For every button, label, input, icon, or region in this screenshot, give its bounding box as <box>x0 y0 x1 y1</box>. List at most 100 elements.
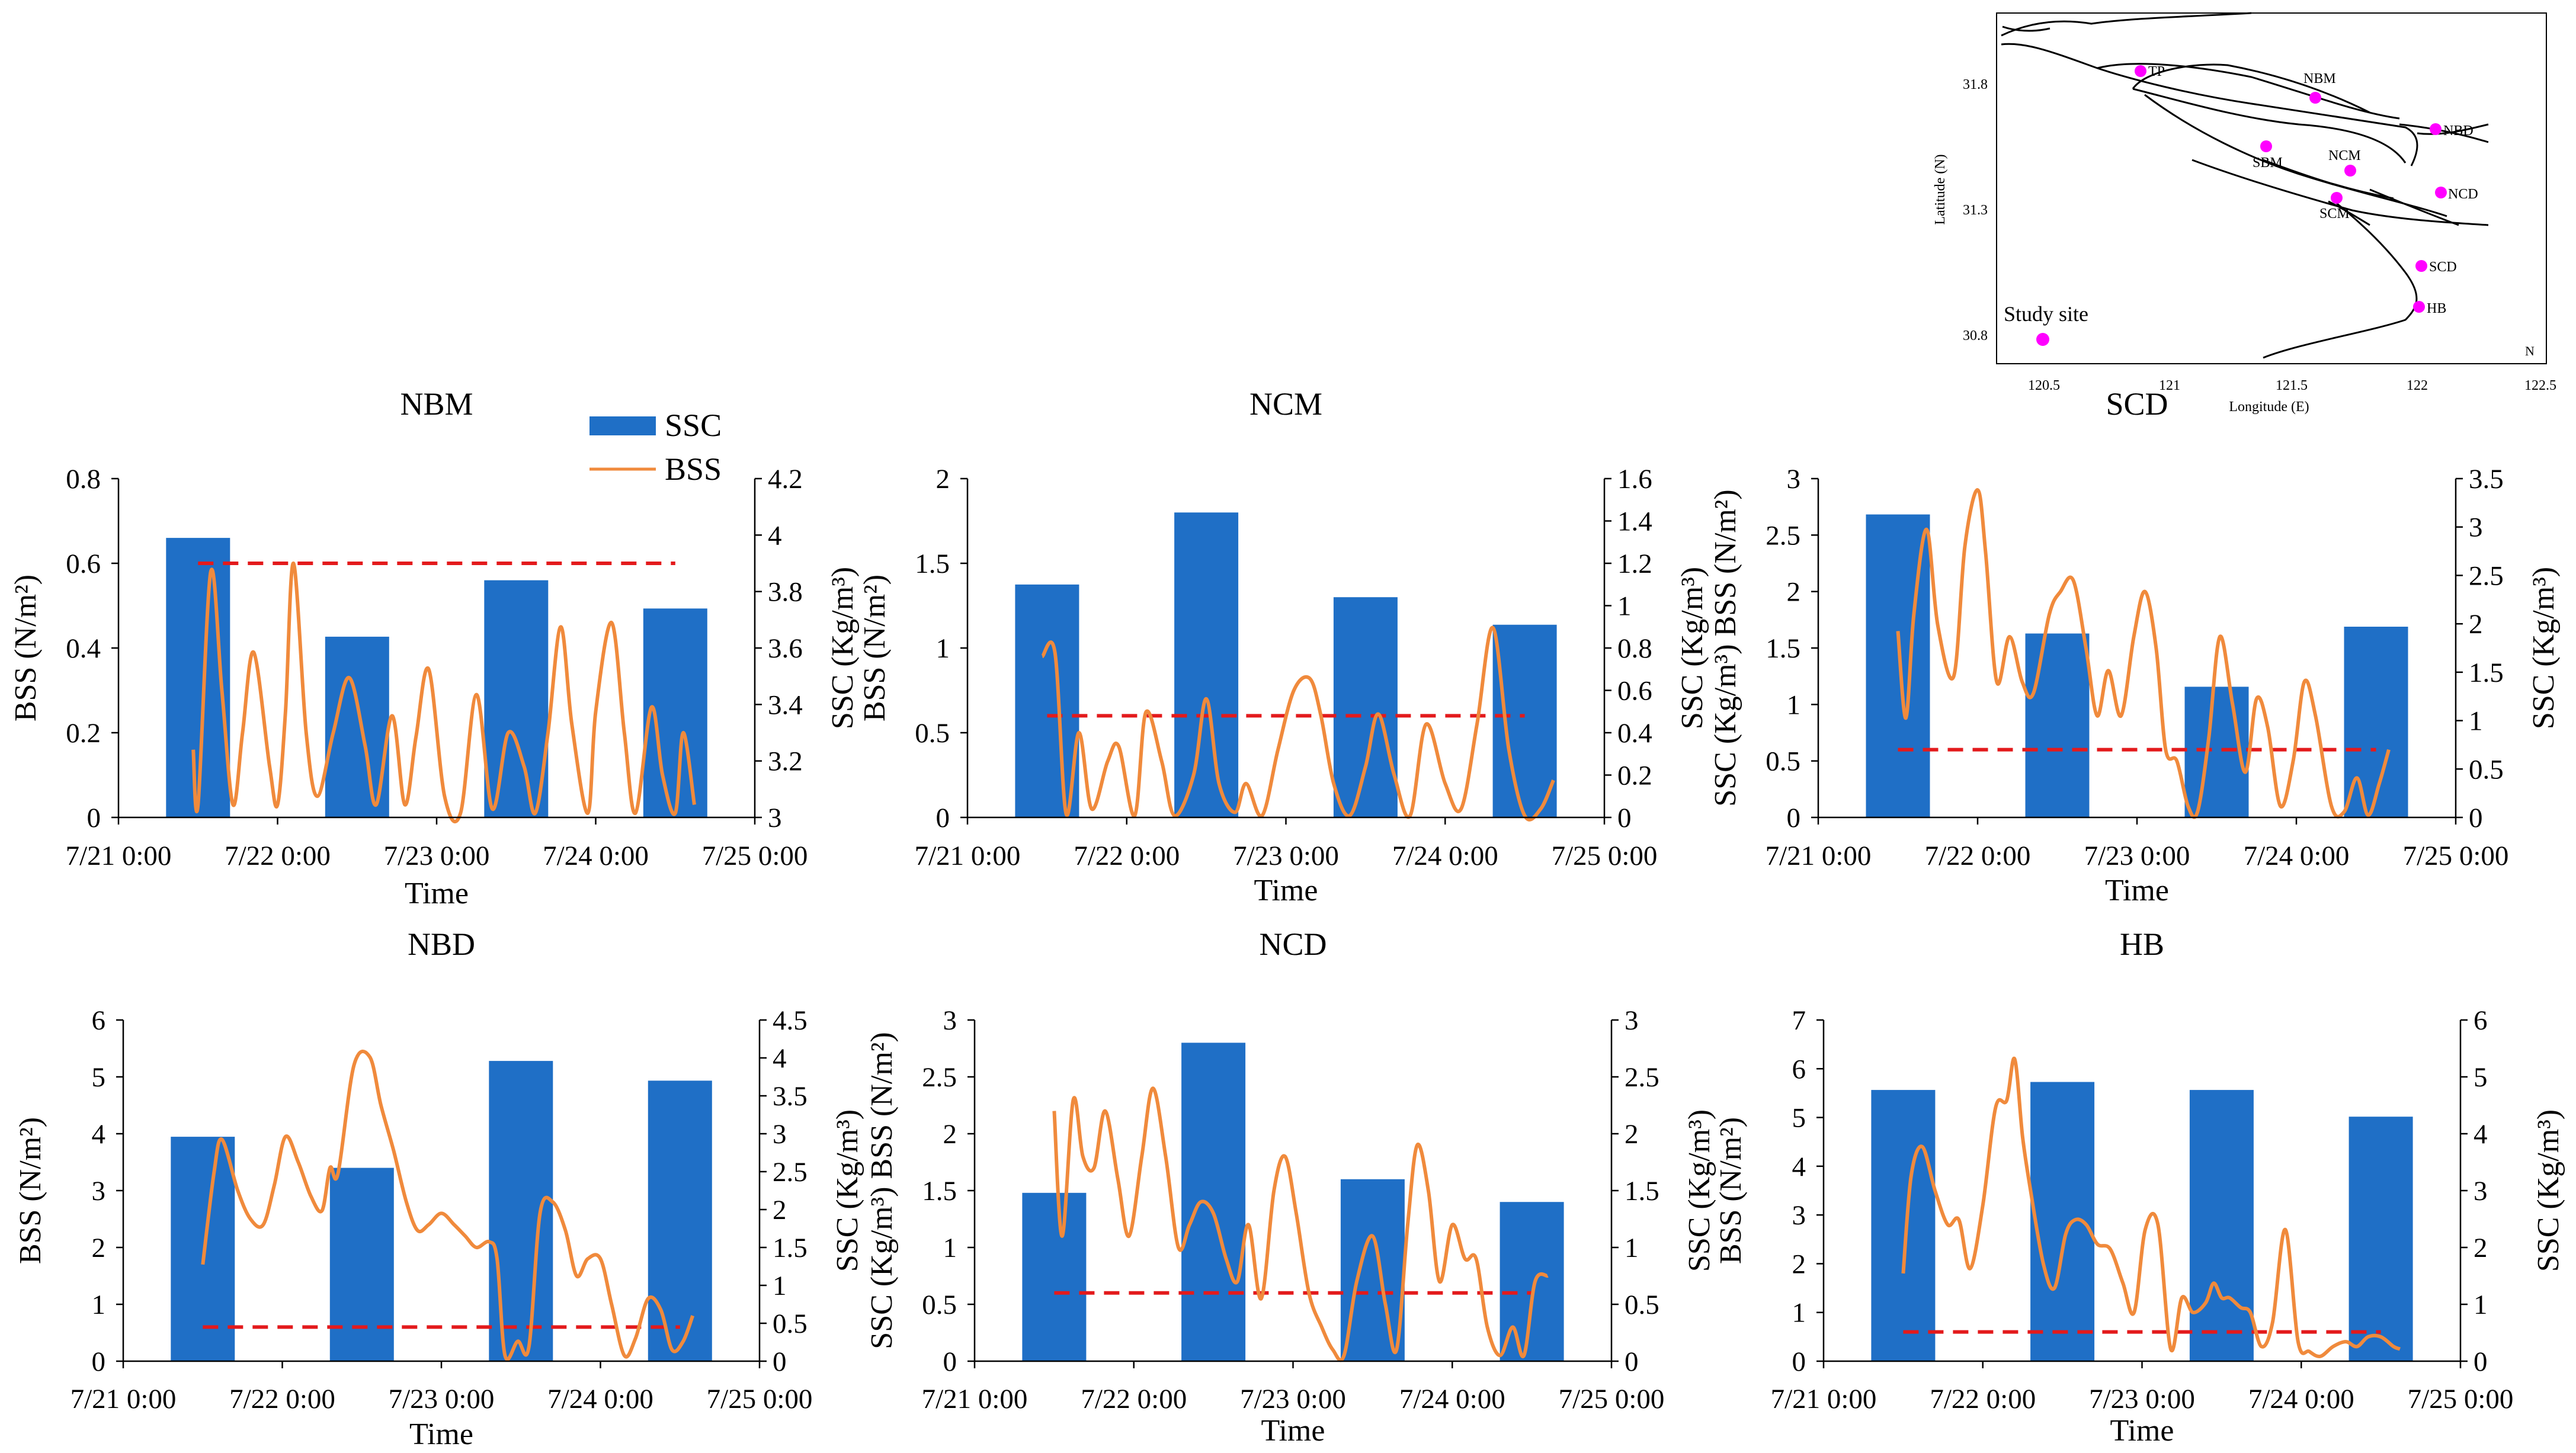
right-tick-label: 2.5 <box>1625 1062 1659 1093</box>
estuary-coastline <box>2001 12 2489 359</box>
x-tick-label: 7/23 0:00 <box>389 1384 495 1414</box>
x-axis-label: Time <box>405 877 469 910</box>
chart-title: SCD <box>2106 386 2168 422</box>
x-tick-label: 7/24 0:00 <box>1392 841 1498 871</box>
x-tick-label: 7/22 0:00 <box>225 841 331 871</box>
left-tick-label: 2 <box>943 1119 957 1150</box>
left-tick-label: 0 <box>936 803 950 833</box>
ssc-bar <box>1500 1202 1564 1361</box>
lat-tick-31.8: 31.8 <box>1963 77 1988 92</box>
station-label-nbd: NBD <box>2443 123 2474 139</box>
left-tick-label: 3 <box>943 1005 957 1036</box>
ssc-bar <box>1333 597 1398 817</box>
right-tick-label: 0 <box>1625 1346 1639 1377</box>
ssc-bar <box>1022 1192 1087 1361</box>
ssc-bar <box>171 1137 235 1361</box>
map-legend-label: Study site <box>2004 302 2088 326</box>
bss-line <box>201 1050 695 1362</box>
right-tick-label: 0 <box>773 1346 787 1377</box>
right-tick-label: 3.5 <box>2469 464 2504 495</box>
ssc-bar <box>2189 1090 2254 1361</box>
right-axis-label: SSC (Kg/m³) <box>2532 1109 2565 1272</box>
station-ncd <box>2435 187 2447 198</box>
station-ncm <box>2344 165 2356 177</box>
bss-line <box>1896 488 2391 819</box>
right-tick-label: 3.5 <box>773 1081 808 1112</box>
station-hb <box>2413 301 2425 313</box>
right-tick-label: 3 <box>773 1119 787 1150</box>
right-tick-label: 3 <box>768 803 782 833</box>
right-axis-label: SSC (Kg/m³) <box>826 567 860 729</box>
left-tick-label: 0.5 <box>922 1290 957 1320</box>
right-tick-label: 2 <box>773 1195 787 1226</box>
x-tick-label: 7/23 0:00 <box>384 841 490 871</box>
station-label-ncm: NCM <box>2328 148 2361 163</box>
bss-line <box>1040 626 1555 822</box>
left-tick-label: 6 <box>92 1005 106 1036</box>
station-scd <box>2415 260 2427 272</box>
left-axis-label: BSS (N/m²) <box>9 575 43 721</box>
right-tick-label: 5 <box>2474 1062 2488 1093</box>
right-tick-label: 4 <box>768 520 782 551</box>
right-tick-label: 3.8 <box>768 577 803 608</box>
map-frame <box>1996 12 2547 364</box>
x-tick-label: 7/21 0:00 <box>915 841 1021 871</box>
right-tick-label: 3.4 <box>768 689 803 720</box>
lat-tick-30.8: 30.8 <box>1963 328 1988 344</box>
station-label-scm: SCM <box>2319 206 2350 222</box>
ssc-bar <box>648 1080 712 1361</box>
right-tick-label: 0.8 <box>1617 633 1652 664</box>
ssc-bar <box>2184 687 2249 817</box>
legend-ssc-label: SSC <box>665 408 722 443</box>
right-tick-label: 3 <box>2469 512 2483 543</box>
x-tick-label: 7/25 0:00 <box>2408 1384 2514 1414</box>
left-axis-label: BSS (N/m²) <box>14 1117 47 1264</box>
right-tick-label: 0.4 <box>1617 718 1652 749</box>
station-label-nbm: NBM <box>2303 71 2336 86</box>
right-tick-label: 0.5 <box>1625 1290 1659 1320</box>
right-tick-label: 0.5 <box>773 1308 808 1339</box>
right-axis-label: SSC (Kg/m³) <box>831 1109 864 1272</box>
x-axis-label: Time <box>1254 874 1318 907</box>
left-axis-label: BSS (N/m²) <box>858 575 892 721</box>
left-tick-label: 0.4 <box>66 633 101 664</box>
x-tick-label: 7/24 0:00 <box>543 841 649 871</box>
station-tp <box>2135 65 2146 77</box>
station-label-sbm: SBM <box>2253 155 2283 171</box>
chart-nbm: 0 0.2 0.4 0.6 0.8 3 3.2 3.4 3.6 3.8 4 4.2 7/21 0:00 7… <box>9 386 860 910</box>
left-tick-label: 5 <box>92 1062 106 1093</box>
left-tick-label: 0 <box>943 1346 957 1377</box>
right-tick-label: 6 <box>2474 1005 2488 1036</box>
legend-ssc-swatch <box>589 416 656 435</box>
right-tick-label: 1 <box>2469 706 2483 737</box>
left-tick-label: 1 <box>1787 689 1801 720</box>
x-tick-label: 7/23 0:00 <box>1240 1384 1346 1414</box>
ssc-bar <box>489 1061 553 1361</box>
left-tick-label: 1 <box>1792 1298 1806 1329</box>
study-area-map: 31.8 31.3 30.8 120.5 121 121.5 122 122.5… <box>1933 12 2556 415</box>
lon-tick-120.5: 120.5 <box>2028 378 2060 393</box>
x-tick-label: 7/23 0:00 <box>2089 1384 2195 1414</box>
chart-scd: 0 0.5 1 1.5 2 2.5 3 0 0.5 1 1.5 2 2.5 3 3.5 7/21 0:00 7/… <box>1709 386 2561 907</box>
right-tick-label: 4.5 <box>773 1005 808 1036</box>
left-tick-label: 1.5 <box>1766 633 1800 664</box>
x-tick-label: 7/22 0:00 <box>1930 1384 2036 1414</box>
left-tick-label: 2 <box>936 464 950 495</box>
right-tick-label: 2.5 <box>773 1157 808 1188</box>
right-tick-label: 2 <box>2469 609 2483 640</box>
left-tick-label: 2 <box>92 1233 106 1263</box>
left-tick-label: 3 <box>1792 1200 1806 1231</box>
x-tick-label: 7/24 0:00 <box>547 1384 653 1414</box>
right-tick-label: 0 <box>2469 803 2483 833</box>
map-xlabel: Longitude (E) <box>2229 399 2309 415</box>
chart-ncm: 0 0.5 1 1.5 2 0 0.2 0.4 0.6 0.8 1 1.2 1.4 1.6 7/21 0:0… <box>858 386 1709 907</box>
right-tick-label: 1 <box>773 1271 787 1301</box>
x-tick-label: 7/25 0:00 <box>707 1384 813 1414</box>
ssc-bar <box>1871 1090 1936 1361</box>
right-tick-label: 4 <box>773 1043 787 1074</box>
x-tick-label: 7/23 0:00 <box>1233 841 1339 871</box>
left-axis-label: SSC (Kg/m³) BSS (N/m²) <box>1709 489 1742 806</box>
chart-title: NCM <box>1249 386 1322 422</box>
left-tick-label: 0.8 <box>66 464 101 495</box>
